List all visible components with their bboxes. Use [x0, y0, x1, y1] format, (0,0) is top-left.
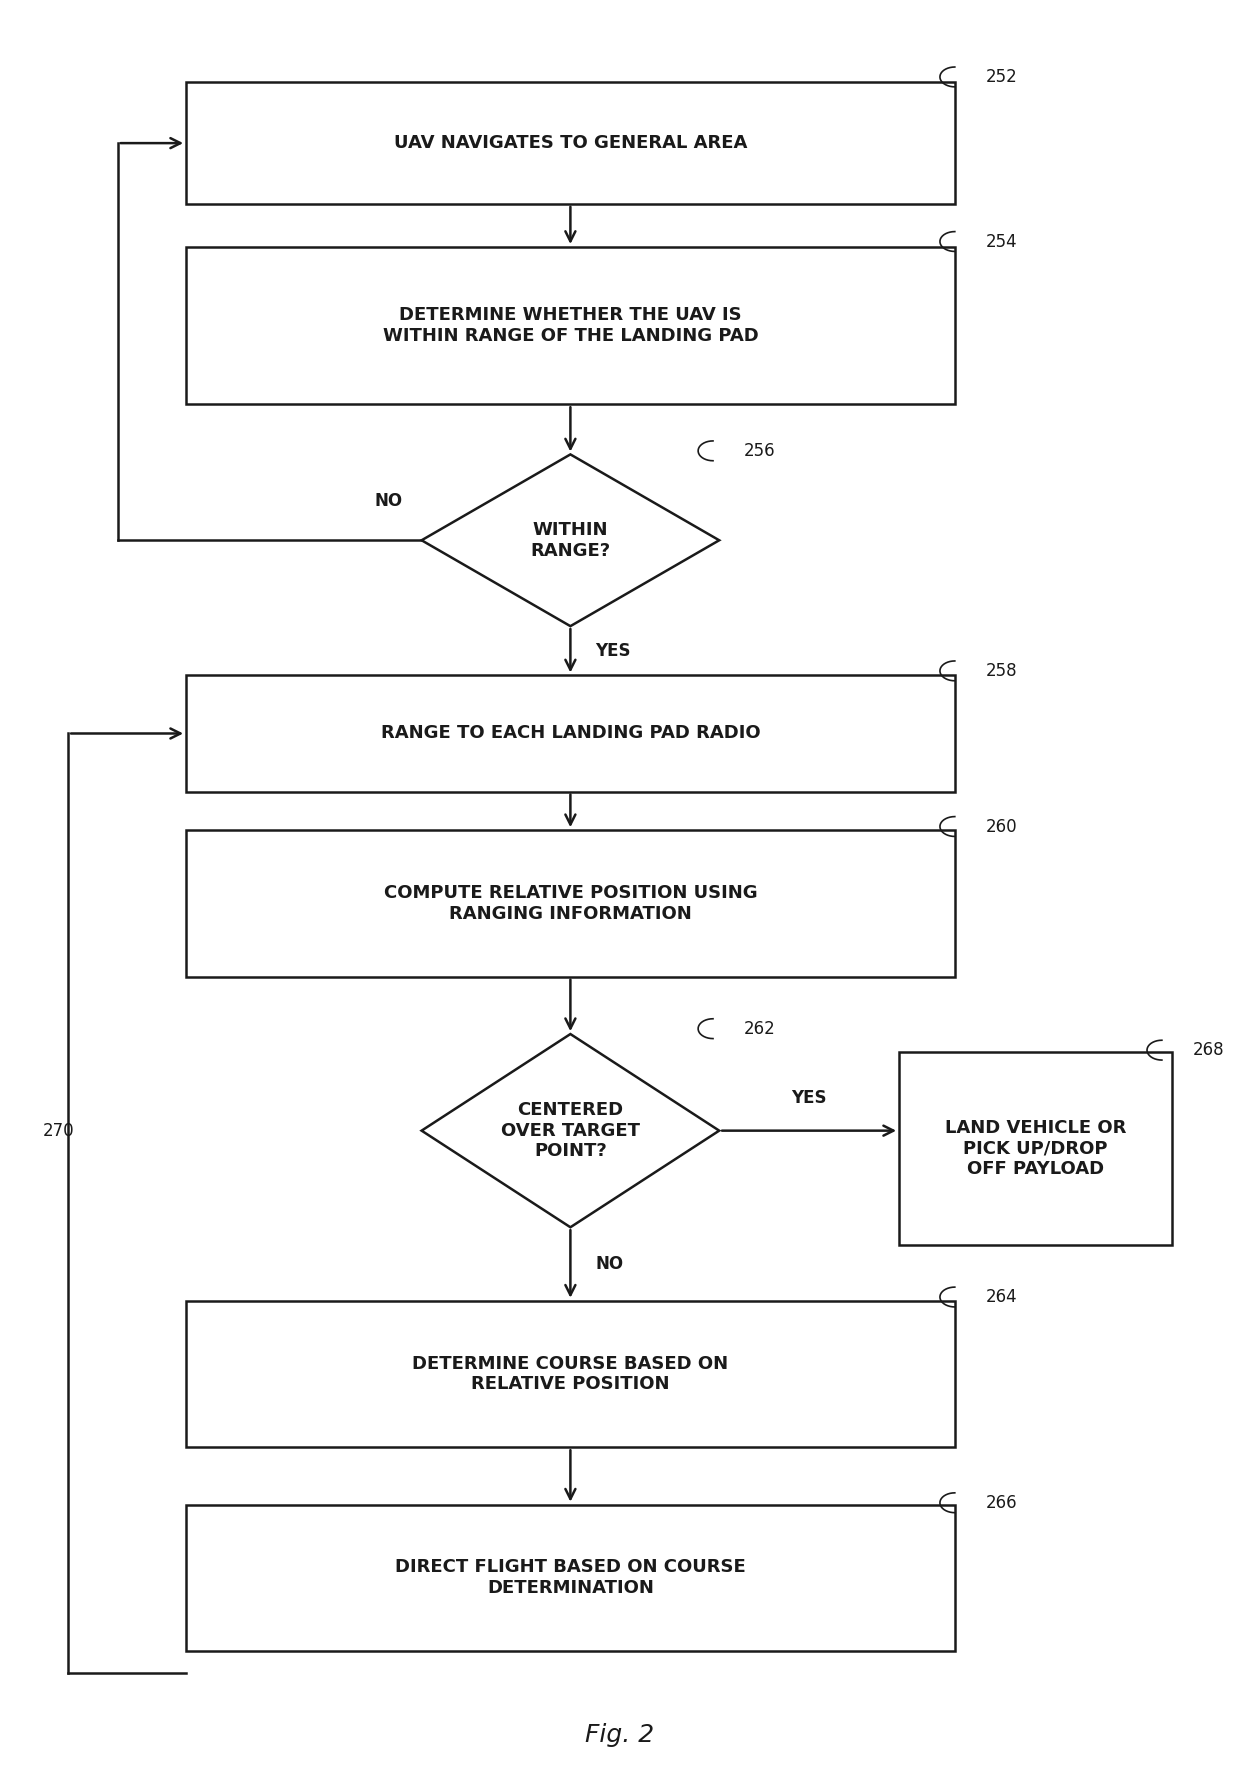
Text: UAV NAVIGATES TO GENERAL AREA: UAV NAVIGATES TO GENERAL AREA	[394, 134, 746, 152]
Polygon shape	[422, 1034, 719, 1227]
Text: 266: 266	[986, 1494, 1018, 1512]
Text: DETERMINE WHETHER THE UAV IS
WITHIN RANGE OF THE LANDING PAD: DETERMINE WHETHER THE UAV IS WITHIN RANG…	[382, 306, 759, 345]
Text: WITHIN
RANGE?: WITHIN RANGE?	[531, 521, 610, 560]
FancyBboxPatch shape	[186, 247, 955, 404]
Text: DETERMINE COURSE BASED ON
RELATIVE POSITION: DETERMINE COURSE BASED ON RELATIVE POSIT…	[413, 1354, 728, 1394]
Text: 264: 264	[986, 1288, 1018, 1306]
Text: 260: 260	[986, 818, 1018, 835]
Text: 270: 270	[42, 1122, 74, 1140]
Text: 262: 262	[744, 1020, 776, 1038]
Text: COMPUTE RELATIVE POSITION USING
RANGING INFORMATION: COMPUTE RELATIVE POSITION USING RANGING …	[383, 884, 758, 923]
Text: RANGE TO EACH LANDING PAD RADIO: RANGE TO EACH LANDING PAD RADIO	[381, 725, 760, 742]
Text: DIRECT FLIGHT BASED ON COURSE
DETERMINATION: DIRECT FLIGHT BASED ON COURSE DETERMINAT…	[396, 1558, 745, 1598]
FancyBboxPatch shape	[186, 1301, 955, 1447]
Text: 258: 258	[986, 662, 1018, 680]
Text: 256: 256	[744, 442, 776, 460]
Text: 252: 252	[986, 68, 1018, 86]
FancyBboxPatch shape	[899, 1052, 1172, 1245]
Text: NO: NO	[595, 1254, 624, 1274]
Text: YES: YES	[791, 1090, 827, 1107]
FancyBboxPatch shape	[186, 830, 955, 977]
Text: LAND VEHICLE OR
PICK UP/DROP
OFF PAYLOAD: LAND VEHICLE OR PICK UP/DROP OFF PAYLOAD	[945, 1118, 1126, 1179]
Text: 254: 254	[986, 233, 1018, 250]
FancyBboxPatch shape	[186, 674, 955, 791]
Text: NO: NO	[374, 492, 403, 510]
Text: CENTERED
OVER TARGET
POINT?: CENTERED OVER TARGET POINT?	[501, 1100, 640, 1161]
Text: Fig. 2: Fig. 2	[585, 1723, 655, 1748]
Text: 268: 268	[1193, 1041, 1225, 1059]
FancyBboxPatch shape	[186, 82, 955, 204]
Text: YES: YES	[595, 642, 631, 660]
Polygon shape	[422, 454, 719, 626]
FancyBboxPatch shape	[186, 1505, 955, 1651]
